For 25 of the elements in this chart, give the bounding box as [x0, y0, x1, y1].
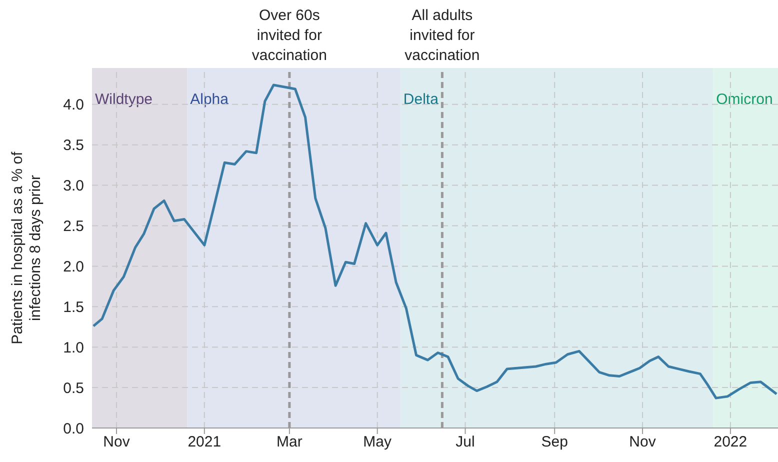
- y-axis-title: Patients in hospital as a % of infections 8 days prior: [9, 150, 44, 344]
- ref-line-label: Over 60s invited for vaccination: [252, 7, 327, 64]
- band-label: Omicron: [716, 91, 773, 108]
- y-tick-label: 0.0: [63, 420, 84, 438]
- line-series: [92, 84, 778, 400]
- ref-line-label: All adults invited for vaccination: [404, 7, 480, 64]
- x-tick-label: May: [363, 434, 392, 451]
- band-label: Delta: [403, 91, 440, 108]
- y-tick-label: 3.0: [63, 178, 84, 195]
- y-tick-label: 2.0: [63, 258, 84, 276]
- x-tick-label: 2021: [188, 434, 222, 451]
- y-tick-label: 4.0: [63, 96, 84, 114]
- y-tick-label: 1.5: [63, 298, 84, 316]
- y-tick-label: 3.5: [63, 137, 84, 154]
- band-label: Wildtype: [95, 91, 153, 108]
- x-tick-label: 2022: [714, 434, 748, 451]
- band-label: Alpha: [190, 91, 230, 108]
- x-tick-label: Nov: [629, 434, 656, 451]
- y-tick-label: 2.5: [63, 218, 84, 236]
- x-tick-label: Mar: [276, 434, 302, 451]
- x-tick-label: Sep: [541, 434, 568, 451]
- x-tick-label: Jul: [456, 434, 475, 451]
- y-tick-label: 1.0: [63, 339, 84, 356]
- x-tick-label: Nov: [103, 434, 130, 451]
- y-tick-label: 0.5: [63, 380, 84, 397]
